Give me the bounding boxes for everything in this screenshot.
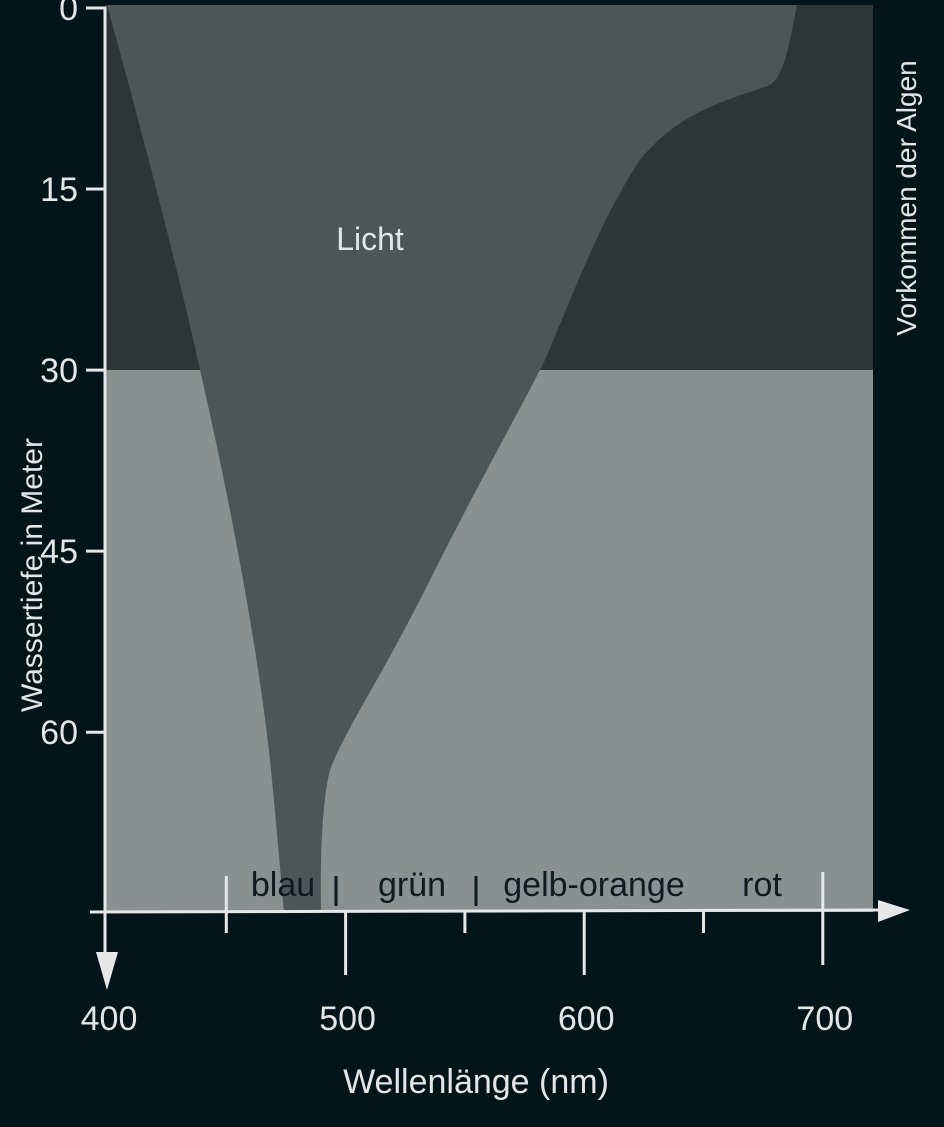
x-axis-arrow-icon — [878, 900, 910, 922]
band-label-1: grün — [378, 866, 446, 904]
y-tick-label: 30 — [40, 352, 78, 390]
x-axis-title: Wellenlänge (nm) — [343, 1063, 609, 1101]
y-tick-label: 15 — [40, 171, 78, 209]
band-label-2: gelb-orange — [503, 866, 684, 904]
x-tick-label: 700 — [796, 1000, 853, 1038]
band-label-0: blau — [251, 866, 315, 904]
x-axis — [89, 908, 881, 914]
y-tick-label: 0 — [59, 0, 78, 28]
x-tick-label: 500 — [319, 1000, 376, 1038]
x-tick-label: 400 — [81, 1000, 138, 1038]
y-tick-label: 60 — [40, 714, 78, 752]
x-tick-label: 600 — [558, 1000, 615, 1038]
light-penetration-area — [107, 5, 797, 912]
light-label: Licht — [336, 221, 404, 257]
y-axis — [86, 6, 107, 955]
band-label-3: rot — [742, 866, 782, 904]
y-axis-title: Wassertiefe in Meter — [16, 438, 49, 712]
right-axis-title: Vorkommen der Algen — [891, 60, 922, 336]
y-axis-arrow-icon — [96, 952, 118, 990]
y-tick-label: 45 — [40, 533, 78, 571]
